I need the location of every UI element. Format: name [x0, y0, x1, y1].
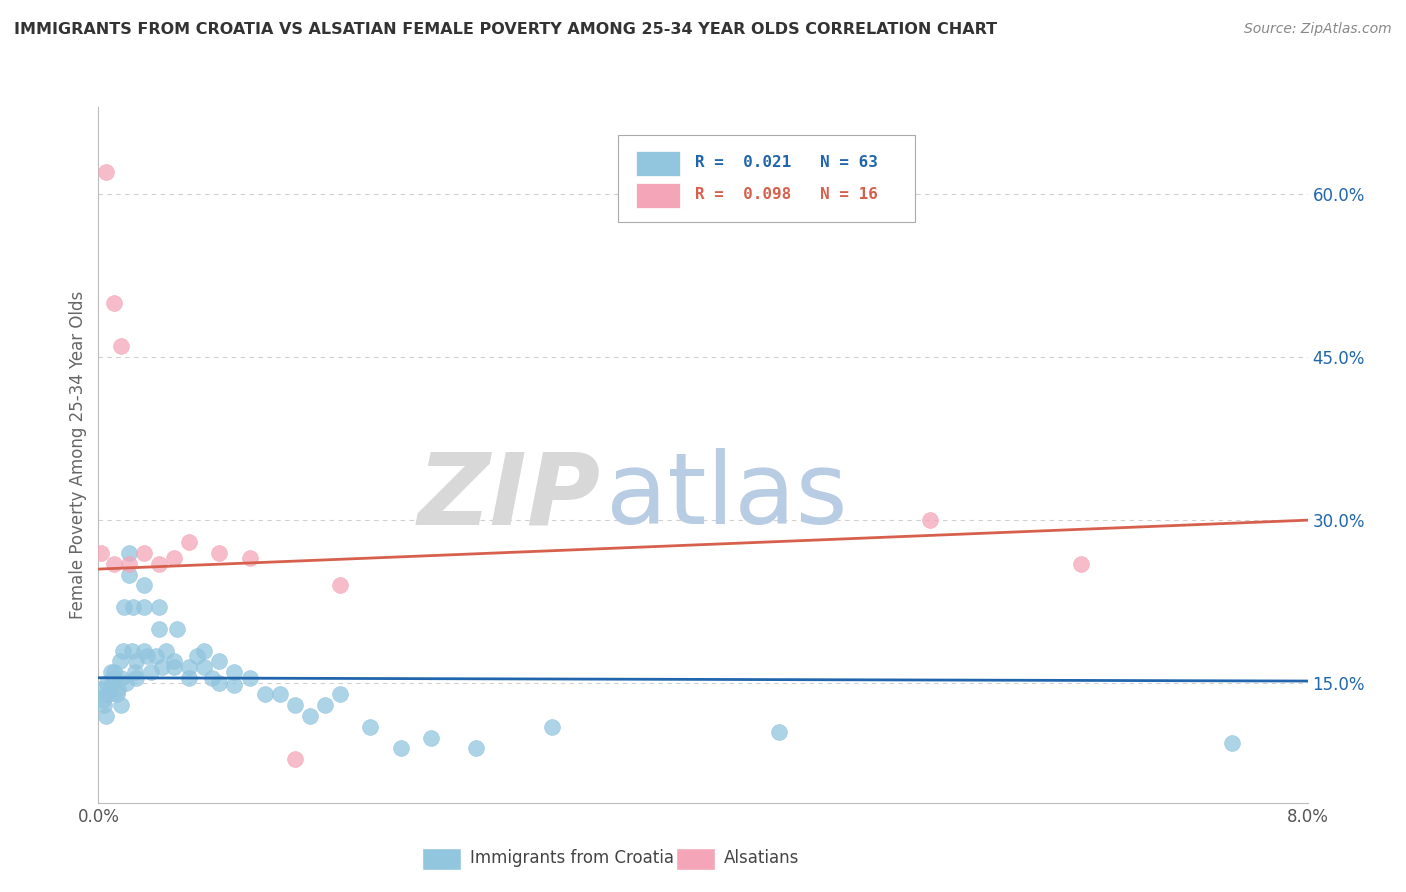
FancyBboxPatch shape: [637, 183, 681, 208]
Point: [114, 676, 136, 690]
Point: [166, 622, 188, 636]
Point: [465, 741, 488, 756]
Point: [329, 578, 352, 592]
Text: R =  0.098   N = 16: R = 0.098 N = 16: [695, 186, 877, 202]
Text: Alsatians: Alsatians: [724, 849, 799, 867]
FancyBboxPatch shape: [637, 151, 681, 176]
Point: [768, 725, 790, 739]
Point: [94, 708, 117, 723]
Point: [118, 546, 141, 560]
Text: ZIP: ZIP: [418, 448, 600, 545]
Point: [90, 681, 112, 696]
Point: [110, 698, 132, 712]
FancyBboxPatch shape: [619, 135, 915, 222]
Point: [253, 687, 276, 701]
Point: [239, 551, 262, 566]
Point: [122, 600, 145, 615]
Point: [148, 557, 170, 571]
Point: [150, 660, 173, 674]
Point: [314, 698, 336, 712]
Point: [284, 698, 307, 712]
Point: [155, 643, 177, 657]
Point: [94, 687, 117, 701]
Point: [132, 643, 155, 657]
Point: [112, 600, 135, 615]
Point: [111, 643, 134, 657]
Text: IMMIGRANTS FROM CROATIA VS ALSATIAN FEMALE POVERTY AMONG 25-34 YEAR OLDS CORRELA: IMMIGRANTS FROM CROATIA VS ALSATIAN FEMA…: [14, 22, 997, 37]
Point: [93, 698, 115, 712]
Point: [103, 557, 125, 571]
Point: [118, 557, 141, 571]
Point: [201, 671, 224, 685]
Text: atlas: atlas: [606, 448, 848, 545]
Point: [124, 665, 146, 680]
Point: [299, 708, 322, 723]
Point: [101, 676, 124, 690]
Point: [163, 660, 186, 674]
Point: [103, 295, 125, 310]
Point: [105, 687, 128, 701]
Text: R =  0.021   N = 63: R = 0.021 N = 63: [695, 154, 877, 169]
Point: [125, 671, 148, 685]
Point: [103, 671, 125, 685]
Point: [163, 551, 186, 566]
Point: [1070, 557, 1092, 571]
Point: [110, 671, 132, 685]
Point: [141, 665, 163, 680]
Point: [193, 643, 215, 657]
Point: [125, 655, 148, 669]
Point: [103, 665, 125, 680]
Point: [359, 720, 381, 734]
Point: [108, 655, 131, 669]
Point: [224, 678, 246, 692]
Point: [94, 165, 117, 179]
Point: [132, 546, 155, 560]
Point: [90, 546, 112, 560]
Point: [179, 671, 201, 685]
Point: [98, 687, 121, 701]
Point: [389, 741, 412, 756]
Point: [1220, 736, 1243, 750]
FancyBboxPatch shape: [422, 848, 461, 871]
Point: [269, 687, 291, 701]
Point: [121, 643, 143, 657]
Point: [96, 676, 118, 690]
Point: [208, 676, 231, 690]
Point: [163, 655, 186, 669]
Point: [419, 731, 441, 745]
Point: [179, 660, 201, 674]
Point: [208, 546, 231, 560]
Point: [148, 600, 170, 615]
Text: Source: ZipAtlas.com: Source: ZipAtlas.com: [1244, 22, 1392, 37]
FancyBboxPatch shape: [676, 848, 716, 871]
Point: [208, 655, 231, 669]
Point: [110, 339, 132, 353]
Point: [132, 578, 155, 592]
Text: Immigrants from Croatia: Immigrants from Croatia: [470, 849, 673, 867]
Point: [148, 622, 170, 636]
Point: [186, 648, 208, 663]
Point: [224, 665, 246, 680]
Point: [329, 687, 352, 701]
Point: [239, 671, 262, 685]
Point: [91, 692, 114, 706]
Point: [145, 648, 167, 663]
Point: [135, 648, 157, 663]
Point: [100, 665, 122, 680]
Point: [118, 567, 141, 582]
Point: [918, 513, 941, 527]
Point: [179, 534, 201, 549]
Y-axis label: Female Poverty Among 25-34 Year Olds: Female Poverty Among 25-34 Year Olds: [69, 291, 87, 619]
Point: [540, 720, 562, 734]
Point: [107, 681, 129, 696]
Point: [284, 752, 307, 766]
Point: [193, 660, 215, 674]
Point: [132, 600, 155, 615]
